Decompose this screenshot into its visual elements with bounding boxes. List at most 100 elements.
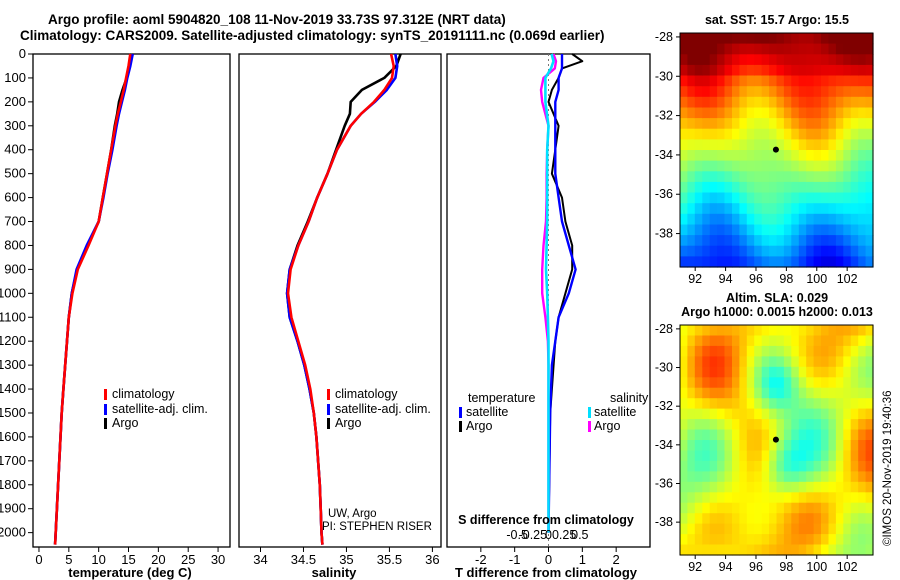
sla-cell (791, 325, 800, 337)
sst-cell (739, 150, 748, 162)
sst-ytick-label: -28 (655, 30, 673, 44)
sla-cell (828, 429, 837, 441)
sla-cell (746, 502, 755, 514)
sst-cell (687, 160, 696, 172)
sst-cell (850, 54, 859, 66)
sla-cell (828, 513, 837, 525)
sst-cell (813, 86, 822, 98)
sla-cell (732, 513, 740, 525)
sst-cell (761, 96, 770, 108)
sst-cell (769, 256, 778, 268)
sst-cell (850, 150, 859, 162)
sst-cell (769, 181, 778, 194)
sst-cell (821, 139, 829, 151)
sst-cell (813, 171, 822, 183)
sla-cell (791, 408, 800, 420)
sst-cell (798, 171, 807, 183)
sst-cell (709, 213, 718, 225)
sla-cell (746, 544, 755, 556)
sst-cell (850, 235, 859, 247)
sla-cell (687, 471, 696, 483)
sst-cell (821, 235, 829, 247)
sla-cell (835, 356, 844, 368)
sla-cell (791, 335, 800, 347)
sla-cell (680, 544, 688, 556)
sla-cell (754, 502, 763, 514)
figure-title-line1: Argo profile: aoml 5904820_108 11-Nov-20… (48, 12, 506, 27)
sla-cell (746, 356, 755, 368)
sst-cell (732, 107, 740, 119)
sst-cell (702, 224, 711, 236)
sla-cell (702, 408, 711, 420)
sla-cell (709, 325, 718, 337)
sst-cell (717, 96, 726, 108)
sla-cell (850, 387, 859, 399)
sla-cell (680, 440, 688, 452)
temperature-xtick-label: 25 (181, 552, 195, 567)
sst-cell (791, 245, 800, 257)
sst-cell (769, 139, 778, 151)
salinity-xtick-label: 35.5 (377, 552, 402, 567)
sla-cell (754, 345, 763, 357)
sla-cell (717, 366, 726, 378)
sst-cell (806, 54, 815, 66)
sst-cell (687, 203, 696, 215)
sst-cell (865, 64, 874, 77)
sla-cell (680, 398, 688, 410)
sla-cell (694, 387, 703, 399)
sla-cell (769, 366, 778, 378)
sla-cell (850, 481, 859, 493)
sla-cell (828, 419, 837, 431)
sla-cell (821, 502, 829, 514)
sla-cell (702, 325, 711, 337)
sla-cell (776, 345, 785, 357)
difference-xtick-label: 0 (545, 552, 552, 567)
sla-cell (776, 387, 785, 399)
sla-cell (769, 419, 778, 431)
sst-cell (835, 96, 844, 108)
sla-cell (717, 429, 726, 441)
sla-cell (776, 398, 785, 410)
depth-tick-label: 500 (4, 166, 26, 181)
sst-cell (739, 256, 748, 268)
sla-cell (687, 387, 696, 399)
sla-cell (783, 387, 792, 399)
sla-cell (850, 450, 859, 462)
sla-cell (717, 492, 726, 504)
sla-cell (680, 450, 688, 462)
sla-cell (732, 544, 740, 556)
sla-cell (813, 387, 822, 399)
sst-cell (783, 33, 792, 45)
sst-cell (702, 171, 711, 183)
sst-cell (791, 43, 800, 55)
sla-cell (835, 440, 844, 452)
sla-cell (680, 408, 688, 420)
sst-cell (783, 107, 792, 119)
sst-cell (732, 171, 740, 183)
sst-cell (724, 192, 733, 204)
sla-cell (776, 460, 785, 472)
sst-cell (746, 64, 755, 77)
sst-cell (813, 33, 822, 45)
sla-cell (680, 356, 688, 368)
sla-cell (769, 513, 778, 525)
sla-cell (732, 345, 740, 357)
sla-cell (850, 408, 859, 420)
sst-cell (739, 181, 748, 194)
sla-cell (687, 429, 696, 441)
sla-cell (835, 450, 844, 462)
sst-cell (865, 86, 874, 98)
sst-cell (783, 181, 792, 194)
sst-cell (858, 256, 867, 268)
sst-cell (850, 256, 859, 268)
sst-cell (835, 64, 844, 77)
sst-cell (754, 96, 763, 108)
sst-cell (783, 192, 792, 204)
sst-cell (724, 213, 733, 225)
sla-cell (694, 513, 703, 525)
sst-cell (687, 224, 696, 236)
sla-cell (806, 450, 815, 462)
sst-cell (843, 235, 852, 247)
sst-cell (776, 107, 785, 119)
sla-cell (702, 440, 711, 452)
